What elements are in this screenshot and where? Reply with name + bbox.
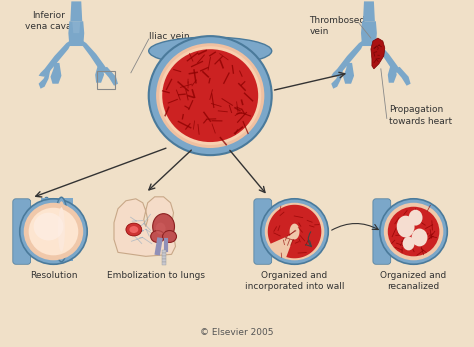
Text: Inferior
vena cava: Inferior vena cava [25, 11, 72, 32]
Ellipse shape [126, 223, 142, 236]
Polygon shape [81, 41, 108, 73]
Polygon shape [361, 21, 377, 46]
Bar [162, 251, 165, 253]
Ellipse shape [55, 197, 68, 262]
Text: © Elsevier 2005: © Elsevier 2005 [200, 328, 274, 337]
Bar [41, 198, 53, 261]
Polygon shape [388, 64, 397, 83]
Text: Organized and
incorporated into wall: Organized and incorporated into wall [245, 271, 344, 291]
Ellipse shape [388, 207, 439, 256]
Ellipse shape [55, 197, 68, 262]
Bar [162, 256, 165, 259]
FancyBboxPatch shape [13, 199, 31, 264]
Ellipse shape [397, 215, 415, 237]
Bar [162, 262, 165, 265]
Ellipse shape [34, 213, 64, 240]
Polygon shape [331, 41, 364, 77]
Text: Propagation
towards heart: Propagation towards heart [389, 105, 452, 126]
Bar [162, 259, 165, 262]
Ellipse shape [29, 208, 78, 255]
Ellipse shape [24, 203, 83, 260]
Polygon shape [374, 41, 401, 73]
Polygon shape [363, 1, 375, 21]
Polygon shape [70, 1, 82, 21]
Text: Organized and
recanalized: Organized and recanalized [381, 271, 447, 291]
Text: Embolization to lungs: Embolization to lungs [107, 271, 205, 280]
Ellipse shape [403, 237, 415, 251]
Polygon shape [103, 67, 118, 86]
Ellipse shape [40, 197, 54, 262]
Text: Resolution: Resolution [30, 271, 77, 280]
Ellipse shape [153, 214, 174, 239]
Ellipse shape [58, 207, 65, 252]
Ellipse shape [156, 43, 264, 148]
Ellipse shape [56, 201, 66, 258]
Ellipse shape [149, 37, 272, 65]
Ellipse shape [409, 210, 422, 226]
Ellipse shape [162, 49, 258, 142]
Polygon shape [331, 69, 343, 89]
Ellipse shape [159, 46, 261, 145]
Ellipse shape [20, 199, 87, 264]
Polygon shape [396, 67, 410, 86]
Polygon shape [95, 64, 104, 83]
Polygon shape [51, 63, 62, 84]
Ellipse shape [129, 226, 138, 233]
Polygon shape [343, 63, 354, 84]
Ellipse shape [151, 230, 164, 243]
Ellipse shape [261, 199, 328, 264]
Ellipse shape [384, 203, 443, 260]
Bar [97, 71, 115, 89]
Polygon shape [38, 69, 51, 89]
Polygon shape [68, 21, 84, 46]
Ellipse shape [163, 230, 176, 243]
FancyBboxPatch shape [254, 199, 272, 264]
Polygon shape [114, 197, 175, 256]
Polygon shape [371, 38, 385, 69]
Ellipse shape [155, 223, 165, 235]
Bar [162, 253, 165, 256]
Ellipse shape [149, 36, 272, 155]
Text: Thrombosed
vein: Thrombosed vein [310, 16, 365, 36]
Polygon shape [38, 41, 71, 77]
Bar [41, 198, 73, 261]
Polygon shape [73, 21, 80, 33]
Ellipse shape [265, 203, 324, 260]
Text: Iliac vein: Iliac vein [149, 32, 189, 41]
Polygon shape [268, 205, 321, 258]
Ellipse shape [411, 229, 428, 246]
FancyBboxPatch shape [373, 199, 391, 264]
Ellipse shape [380, 199, 447, 264]
